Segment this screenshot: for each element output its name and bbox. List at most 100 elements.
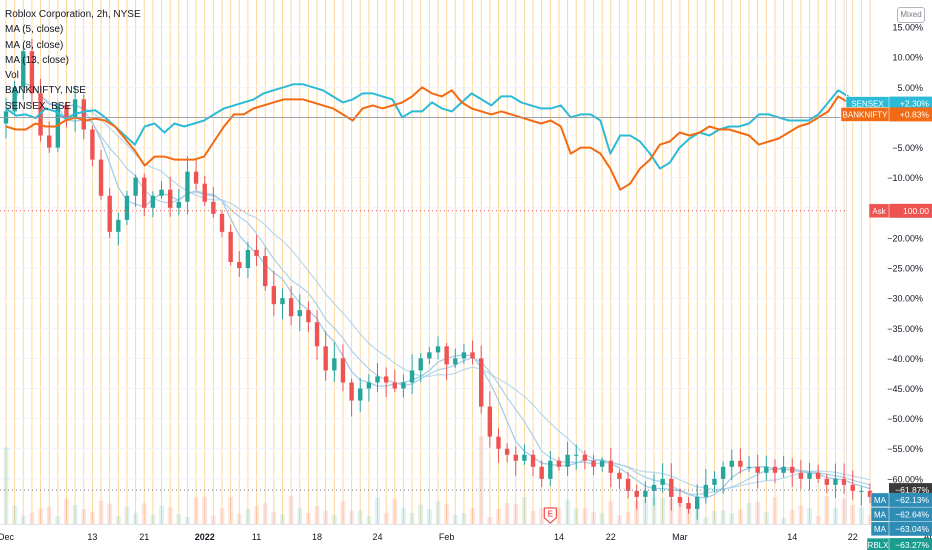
candle-body [599,460,605,467]
scale-mode-button[interactable]: Mixed [897,7,925,23]
tag-ma5-value: −62.13% [895,495,929,505]
time-tick-label: 11 [252,532,261,542]
volume-bar [210,515,216,524]
volume-bar [608,501,614,524]
legend-ma13[interactable]: MA (13, close) [5,54,69,66]
price-tick-label: −30.00% [887,294,923,304]
candle-body [815,472,821,479]
candle-body [574,454,579,456]
legend-title[interactable]: Roblox Corporation, 2h, NYSE [5,9,141,20]
volume-bar [12,505,18,524]
volume-bar [228,496,234,524]
volume-bar [305,512,311,524]
candle-body [176,201,181,208]
candle-body [703,484,709,497]
legend-banknifty[interactable]: BANKNIFTY, NSE [5,85,86,97]
candle-body [487,406,493,437]
tag-ask-value: 100.00 [903,206,929,216]
legend-ma8[interactable]: MA (8, close) [5,39,64,51]
price-tick-label: 15.00% [892,23,923,33]
tag-rblx-value: −63.27% [895,540,929,550]
volume-bar [530,510,536,524]
volume-bar [521,496,527,524]
tag-ma8-name-box [870,507,890,522]
volume-bar [392,498,398,524]
volume-bar [262,503,268,524]
volume-bar [625,512,631,524]
price-tick-label: −25.00% [887,264,923,274]
candle-body [496,436,501,449]
volume-bar [245,508,251,524]
candle-body [159,189,164,196]
candle-body [124,195,130,220]
volume-bar [98,500,104,524]
candle-body [859,490,864,492]
volume-bars [3,436,873,524]
candle-body [375,376,380,383]
volume-bar [38,508,44,524]
candle-body [211,201,216,214]
tag-rblx-bg [867,538,932,550]
candle-body [427,352,432,359]
chart-legend: Roblox Corporation, 2h, NYSE MA (5, clos… [5,7,141,114]
volume-bar [668,499,674,524]
tag-ma5-name: MA [874,496,887,505]
volume-bar [832,507,838,524]
earnings-marker-label: E [548,510,554,519]
tag-ask-name: Ask [872,207,886,216]
volume-bar [720,510,726,524]
candle-body [306,310,311,323]
volume-bar [781,517,787,524]
ma-line-13 [5,82,871,491]
candle-body [133,177,138,196]
time-tick-label: 21 [139,532,149,542]
tag-ma8: MA −62.64% [870,507,932,522]
volume-bar [219,508,225,524]
legend-ma5[interactable]: MA (5, close) [5,24,64,36]
legend-volume[interactable]: Vol [5,70,19,82]
candle-body [366,382,372,389]
candle-body [608,460,613,473]
tag-ask-name-box [868,203,890,219]
legend-sensex[interactable]: SENSEX, BSE [5,100,72,112]
volume-bar [565,499,571,524]
candle-body [548,460,553,479]
candle-body [453,358,458,365]
candle-body [142,177,147,208]
candle-body [539,466,544,479]
volume-bar [409,512,415,524]
candle-body [64,105,69,118]
volume-bar [556,508,562,524]
time-tick-label: 22 [848,532,858,542]
chart-markers: E [543,507,557,524]
volume-bar [340,500,346,524]
volume-bar [184,516,190,524]
volume-bar [642,499,648,524]
candle-body [21,51,26,88]
price-tick-label: −10.00% [887,173,923,183]
tag-last-price-value: −61.87% [895,485,929,495]
volume-bar [383,512,389,524]
volume-bar [495,508,501,524]
candle-body [591,460,596,467]
volume-bar [850,505,856,524]
price-tick-label: −60.00% [887,474,923,484]
candle-body [764,466,769,473]
volume-bar [444,503,450,524]
tag-banknifty-value: +0.83% [900,109,930,119]
candle-body [107,195,112,232]
tag-ma5-name-box [870,492,890,508]
volume-bar [711,510,717,524]
tag-ask: Ask 100.00 [868,203,932,219]
volume-bar [435,501,441,524]
candle-body [383,376,389,383]
time-tick-label: 22 [606,532,616,542]
volume-bar [366,516,372,524]
volume-bar [426,509,432,524]
volume-bar [599,512,605,524]
candle-body [530,454,536,467]
volume-bar [470,508,476,524]
volume-bar [150,514,156,524]
